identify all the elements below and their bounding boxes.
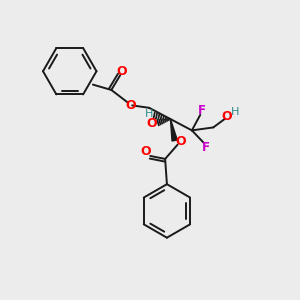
Polygon shape — [170, 119, 177, 141]
Text: O: O — [125, 99, 136, 112]
Text: F: F — [202, 140, 210, 154]
Text: O: O — [146, 117, 157, 130]
Text: H: H — [145, 109, 153, 119]
Text: O: O — [222, 110, 232, 123]
Text: H: H — [231, 107, 239, 117]
Text: O: O — [116, 65, 127, 78]
Text: O: O — [141, 145, 152, 158]
Text: F: F — [198, 104, 206, 117]
Text: O: O — [175, 136, 186, 148]
